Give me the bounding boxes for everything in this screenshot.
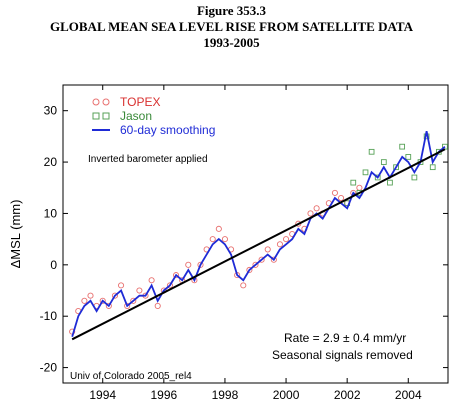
- jason-point: [399, 143, 406, 150]
- topex-point: [136, 287, 143, 294]
- topex-point: [185, 261, 192, 268]
- topex-point: [81, 297, 88, 304]
- topex-point: [148, 277, 155, 284]
- topex-point: [338, 194, 345, 202]
- topex-point: [209, 236, 216, 243]
- y-tick-label: -20: [40, 361, 58, 375]
- jason-point: [442, 143, 448, 150]
- x-tick-label: 2004: [395, 388, 422, 402]
- topex-point: [252, 261, 259, 268]
- jason-point: [368, 148, 375, 155]
- topex-point: [276, 241, 283, 248]
- y-tick-label: 30: [44, 104, 58, 118]
- seasonal-annotation: Seasonal signals removed: [272, 348, 413, 362]
- jason-point: [393, 164, 399, 171]
- legend-marker-topex: [102, 98, 110, 106]
- legend-marker-jason: [102, 112, 110, 120]
- rate-annotation: Rate = 2.9 ± 0.4 mm/yr: [284, 331, 406, 345]
- topex-point: [215, 225, 222, 232]
- topex-point: [270, 256, 277, 263]
- topex-point: [331, 189, 338, 196]
- legend-marker-jason: [92, 112, 100, 120]
- topex-point: [221, 236, 228, 243]
- legend-label: 60-day smoothing: [120, 123, 215, 137]
- jason-point: [362, 169, 369, 176]
- x-tick-label: 2000: [273, 388, 300, 402]
- topex-point: [246, 266, 253, 274]
- topex-point: [283, 236, 290, 243]
- y-axis-label: ΔMSL (mm): [8, 200, 23, 269]
- topex-point: [197, 261, 204, 268]
- x-tick-label: 1998: [212, 388, 239, 402]
- topex-point: [111, 292, 118, 299]
- topex-point: [307, 210, 314, 217]
- y-tick-label: 20: [44, 155, 58, 169]
- source-annotation: Univ of Colorado 2005_rel4: [70, 371, 192, 382]
- topex-point: [130, 297, 137, 304]
- topex-point: [99, 297, 106, 304]
- data-points: [69, 133, 448, 335]
- trend-line: [71, 148, 446, 341]
- jason-point: [350, 179, 357, 186]
- figure-number: Figure 353.3: [196, 3, 267, 18]
- topex-point: [118, 282, 125, 289]
- smoothing-line: [71, 131, 446, 338]
- y-tick-label: 0: [50, 258, 57, 272]
- topex-point: [124, 302, 131, 309]
- plot-frame: [62, 84, 449, 384]
- topex-point: [264, 246, 271, 253]
- axis-ticks: 1994 1996 1998 2000 2002 2004 -20 -10 0 10 20 30: [40, 85, 448, 402]
- x-tick-label: 2002: [334, 388, 361, 402]
- legend-marker-topex: [92, 98, 100, 106]
- jason-point: [429, 164, 436, 171]
- figure-title: GLOBAL MEAN SEA LEVEL RISE FROM SATELLIT…: [49, 19, 413, 34]
- jason-point: [380, 159, 387, 165]
- figure-subtitle: 1993-2005: [203, 35, 260, 50]
- jason-point: [411, 174, 418, 181]
- jason-point: [374, 174, 381, 181]
- topex-point: [313, 205, 320, 212]
- legend-label: Jason: [120, 109, 152, 123]
- x-tick-label: 1996: [150, 388, 177, 402]
- series-lines: [71, 131, 446, 341]
- inverted-barometer-note: Inverted barometer applied: [88, 154, 208, 165]
- y-tick-label: 10: [44, 206, 58, 220]
- topex-point: [105, 302, 112, 309]
- legend-label: TOPEX: [120, 95, 160, 109]
- topex-point: [87, 292, 94, 299]
- jason-point: [405, 154, 412, 160]
- topex-point: [240, 282, 247, 289]
- topex-point: [166, 282, 173, 289]
- x-tick-label: 1994: [89, 388, 116, 402]
- jason-point: [387, 179, 393, 186]
- topex-point: [356, 184, 363, 191]
- topex-point: [154, 302, 161, 309]
- y-tick-label: -10: [40, 309, 58, 323]
- topex-point: [173, 272, 180, 279]
- topex-point: [258, 256, 265, 263]
